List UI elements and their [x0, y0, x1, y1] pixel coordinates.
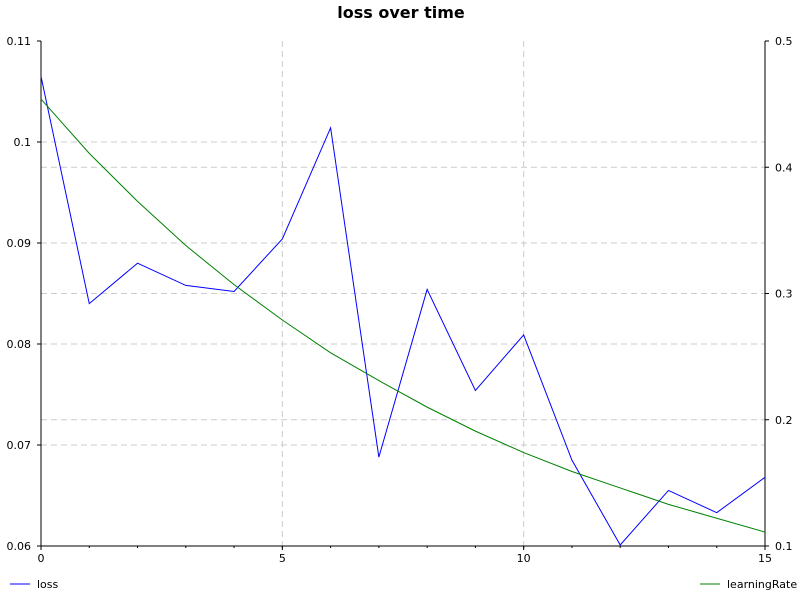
x-tick-label: 15: [758, 552, 772, 565]
y-left-tick-label: 0.07: [7, 439, 32, 452]
x-tick-label: 5: [279, 552, 286, 565]
legend-label-learningRate: learningRate: [727, 578, 797, 591]
chart-title: loss over time: [337, 3, 465, 22]
series-line-loss: [40, 76, 766, 546]
y-left-tick-label: 0.09: [7, 237, 32, 250]
y-left-tick-label: 0.06: [7, 540, 32, 553]
y-right-tick-label: 0.3: [775, 288, 793, 301]
x-tick-label: 0: [38, 552, 45, 565]
y-left-tick-label: 0.08: [7, 338, 32, 351]
series-layer: [40, 76, 766, 546]
x-tick-label: 10: [517, 552, 531, 565]
y-left-tick-label: 0.1: [14, 136, 32, 149]
y-right-tick-label: 0.2: [775, 414, 793, 427]
series-line-learningRate: [40, 98, 766, 533]
axes-layer: 0 5 10 15 0.06 0.07 0.08 0.09 0.1 0.11 0.1 0.2 0.3 0.…: [7, 35, 793, 565]
grid-layer: [41, 41, 765, 546]
legend: loss learningRate: [10, 578, 797, 591]
y-right-tick-label: 0.1: [775, 540, 793, 553]
y-left-tick-label: 0.11: [7, 35, 32, 48]
y-right-tick-label: 0.4: [775, 161, 793, 174]
legend-label-loss: loss: [37, 578, 59, 591]
y-right-tick-label: 0.5: [775, 35, 793, 48]
